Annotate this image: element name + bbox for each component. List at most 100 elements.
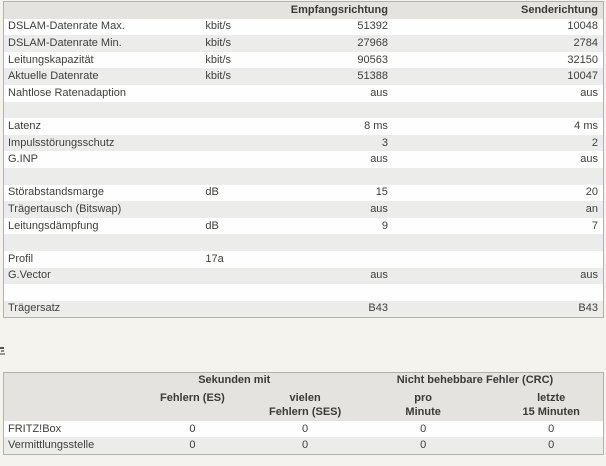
value-sende: 2 xyxy=(393,134,604,152)
value-letzte-15: 0 xyxy=(499,437,604,455)
table-row: Vermittlungsstelle 0 0 0 0 xyxy=(3,437,604,455)
row-label: Leitungskapazität xyxy=(3,51,202,69)
column-header-ses: vielen Fehlern (SES) xyxy=(263,389,347,421)
value-es: 0 xyxy=(121,420,264,438)
row-unit: kbit/s xyxy=(201,18,287,36)
row-label: G.Vector xyxy=(3,267,202,285)
row-label: Latenz xyxy=(3,118,202,135)
value-empfang: 51392 xyxy=(286,18,394,36)
value-sende: B43 xyxy=(393,300,604,318)
value-empfang: 8 ms xyxy=(286,118,394,135)
row-label: Trägersatz xyxy=(3,300,202,318)
row-unit xyxy=(201,84,287,102)
group-header-crc: Nicht behebbare Fehler (CRC) xyxy=(346,372,604,390)
table-row: Störabstandsmarge dB 15 20 xyxy=(3,184,604,202)
row-unit: dB xyxy=(201,217,287,235)
value-empfang: 90563 xyxy=(286,51,394,69)
value-es: 0 xyxy=(121,437,264,455)
value-empfang: 3 xyxy=(286,134,394,152)
clipped-text-fragment xyxy=(0,347,7,356)
value-ses: 0 xyxy=(263,420,347,438)
table-row: Aktuelle Datenrate kbit/s 51388 10047 xyxy=(3,68,604,85)
table-row: Impulsstörungsschutz 3 2 xyxy=(3,134,604,152)
column-header-pro-minute: pro Minute xyxy=(346,389,500,421)
row-unit: kbit/s xyxy=(201,35,287,52)
value-empfang: 15 xyxy=(286,184,394,202)
row-unit xyxy=(201,300,287,318)
table-row: DSLAM-Datenrate Min. kbit/s 27968 2784 xyxy=(3,35,604,52)
row-unit xyxy=(201,134,287,152)
value-empfang: aus xyxy=(286,267,394,285)
header-spacer xyxy=(3,1,202,19)
dsl-info-table: Empfangsrichtung Senderichtung DSLAM-Dat… xyxy=(3,1,604,319)
value-sende xyxy=(393,250,604,268)
table-row: G.Vector aus aus xyxy=(3,267,604,285)
header-spacer xyxy=(3,372,122,390)
column-header-empfangsrichtung: Empfangsrichtung xyxy=(286,1,394,19)
value-sende: 7 xyxy=(393,217,604,235)
column-header-line: vielen xyxy=(289,391,321,404)
value-pro-minute: 0 xyxy=(346,437,500,455)
value-letzte-15: 0 xyxy=(499,420,604,438)
column-header-line: Fehlern (ES) xyxy=(160,391,225,404)
value-sende: an xyxy=(393,201,604,218)
table-row: Leitungsdämpfung dB 9 7 xyxy=(3,217,604,235)
spacer-row xyxy=(3,167,604,185)
table-row: Profil 17a xyxy=(3,250,604,268)
row-label: Impulsstörungsschutz xyxy=(3,134,202,152)
row-unit xyxy=(201,151,287,168)
value-ses: 0 xyxy=(263,437,347,455)
value-sende: aus xyxy=(393,151,604,168)
column-header-line: pro xyxy=(414,391,433,404)
table-row: G.INP aus aus xyxy=(3,151,604,168)
error-statistics-table: Sekunden mit Nicht behebbare Fehler (CRC… xyxy=(3,372,604,456)
value-sende: 10047 xyxy=(393,68,604,85)
row-unit: kbit/s xyxy=(201,68,287,85)
column-header-line: Minute xyxy=(405,405,441,418)
table-row: Leitungskapazität kbit/s 90563 32150 xyxy=(3,51,604,69)
value-sende: aus xyxy=(393,84,604,102)
header-spacer xyxy=(3,389,122,421)
column-header-line: Fehlern (SES) xyxy=(269,405,342,418)
row-label: Störabstandsmarge xyxy=(3,184,202,202)
value-sende: 10048 xyxy=(393,18,604,36)
table-row: Latenz 8 ms 4 ms xyxy=(3,118,604,135)
row-label: Leitungsdämpfung xyxy=(3,217,202,235)
table-row: DSLAM-Datenrate Max. kbit/s 51392 10048 xyxy=(3,18,604,36)
column-header-line: letzte xyxy=(537,391,566,404)
row-label: FRITZ!Box xyxy=(3,420,122,438)
header-spacer xyxy=(201,1,287,19)
row-unit xyxy=(201,267,287,285)
spacer-row xyxy=(3,234,604,251)
value-empfang: aus xyxy=(286,84,394,102)
spacer-row xyxy=(3,284,604,301)
column-header-senderichtung: Senderichtung xyxy=(393,1,604,19)
table-row: Trägertausch (Bitswap) aus an xyxy=(3,201,604,218)
value-empfang: B43 xyxy=(286,300,394,318)
row-label: Aktuelle Datenrate xyxy=(3,68,202,85)
row-unit xyxy=(201,118,287,135)
row-label: G.INP xyxy=(3,151,202,168)
row-unit: kbit/s xyxy=(201,51,287,69)
row-unit: 17a xyxy=(201,250,287,268)
row-label: Vermittlungsstelle xyxy=(3,437,122,455)
dsl-table-header-row: Empfangsrichtung Senderichtung xyxy=(3,1,604,19)
row-label: Profil xyxy=(3,250,202,268)
value-sende: aus xyxy=(393,267,604,285)
value-empfang: aus xyxy=(286,201,394,218)
value-sende: 20 xyxy=(393,184,604,202)
value-sende: 4 ms xyxy=(393,118,604,135)
row-unit: dB xyxy=(201,184,287,202)
column-header-line: 15 Minuten xyxy=(522,405,580,418)
error-table-column-header-row: Fehlern (ES) vielen Fehlern (SES) pro Mi… xyxy=(3,389,604,421)
value-empfang: 27968 xyxy=(286,35,394,52)
row-label: DSLAM-Datenrate Min. xyxy=(3,35,202,52)
column-header-es: Fehlern (ES) xyxy=(121,389,264,421)
error-table-group-header-row: Sekunden mit Nicht behebbare Fehler (CRC… xyxy=(3,372,604,390)
row-label: Trägertausch (Bitswap) xyxy=(3,201,202,218)
column-header-letzte-15-minuten: letzte 15 Minuten xyxy=(499,389,604,421)
row-unit xyxy=(201,201,287,218)
table-row: Nahtlose Ratenadaption aus aus xyxy=(3,84,604,102)
value-empfang xyxy=(286,250,394,268)
value-pro-minute: 0 xyxy=(346,420,500,438)
